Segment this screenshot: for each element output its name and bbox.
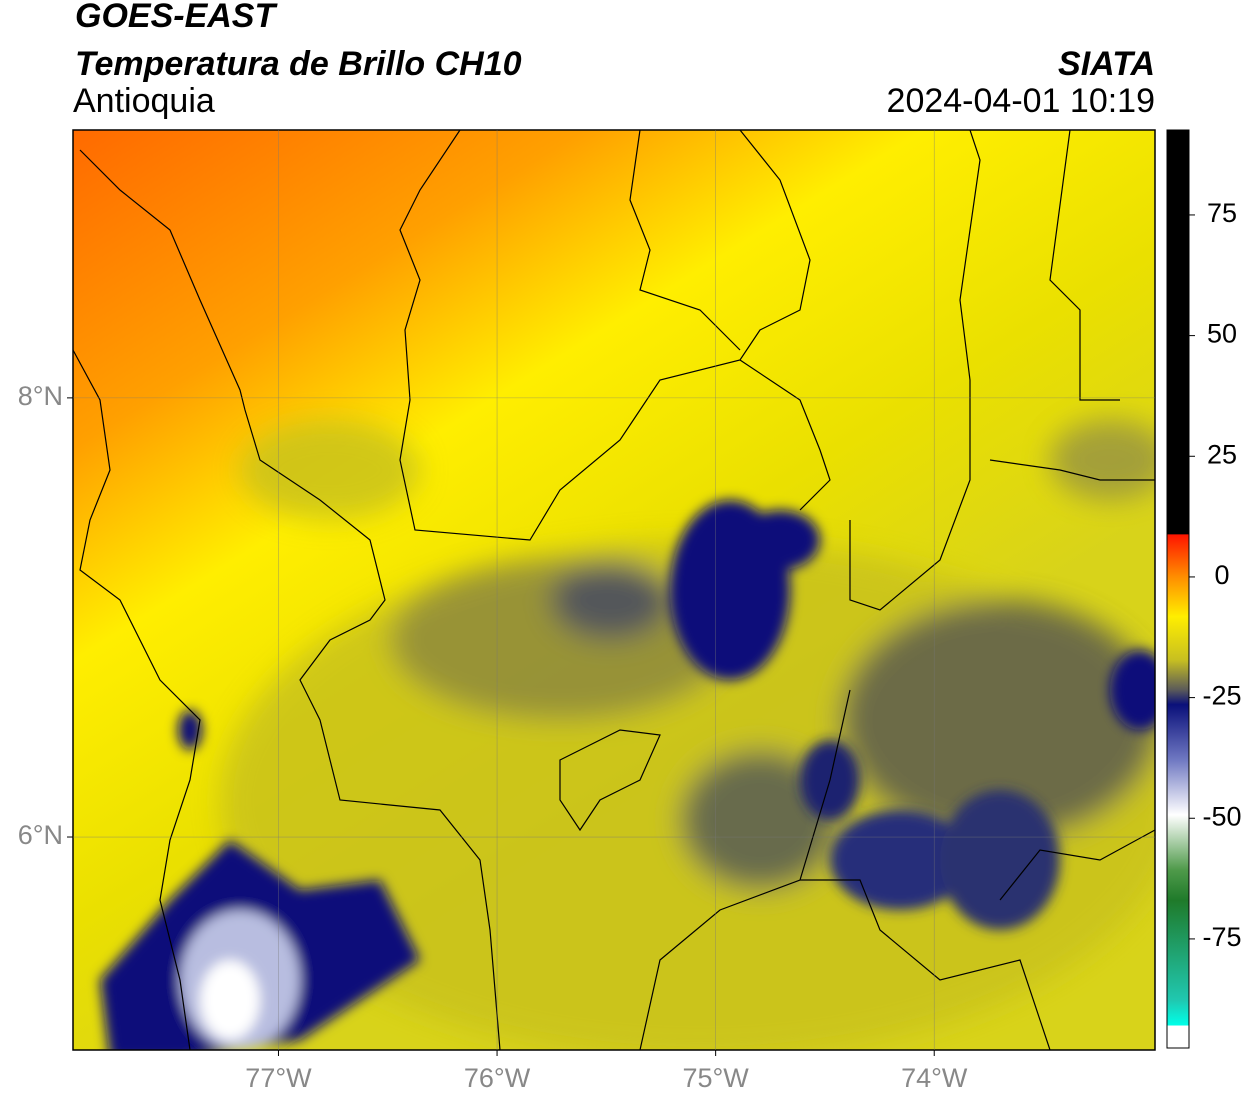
colorbar-tick-label: 0 [1214,560,1229,590]
colorbar [1166,129,1190,1049]
subtitle: Temperatura de Brillo CH10 [75,45,522,83]
plot-frame [72,129,1156,1051]
region: Antioquia [73,82,215,120]
title: GOES-EAST [75,0,278,35]
map-imagery [73,130,1155,1050]
colorbar-tick-label: 75 [1207,198,1237,228]
y-tick-label: 6°N [18,820,63,850]
timestamp: 2024-04-01 10:19 [887,82,1155,120]
colorbar-tick-label: -75 [1202,922,1241,952]
source: SIATA [1058,45,1155,83]
colorbar-tick-label: 50 [1207,319,1237,349]
borders [73,130,1155,1050]
x-tick-label: 77°W [245,1063,312,1093]
colorbar-tick-label: -25 [1202,681,1241,711]
colorbar-tick-label: 25 [1207,439,1237,469]
x-tick-label: 74°W [901,1063,968,1093]
x-tick-label: 76°W [464,1063,531,1093]
y-tick-label: 8°N [18,381,63,411]
x-tick-label: 75°W [682,1063,749,1093]
colorbar-tick-label: -50 [1202,801,1241,831]
